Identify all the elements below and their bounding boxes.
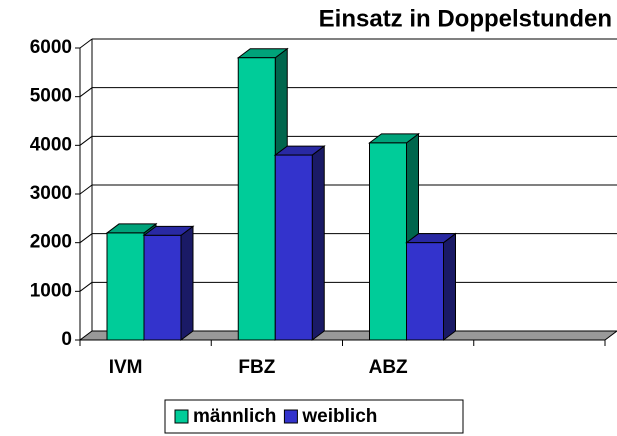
bar-front	[106, 232, 145, 341]
bar-front	[143, 234, 182, 341]
bar-front	[274, 154, 313, 341]
legend-label: männlich	[193, 406, 276, 427]
y-tick-label: 4000	[30, 134, 72, 155]
y-tick-label: 1000	[30, 280, 72, 301]
bar-side	[311, 145, 325, 341]
x-tick-label: IVM	[109, 357, 143, 378]
bar-side	[180, 225, 194, 341]
grid-line	[79, 233, 93, 244]
y-tick-label: 6000	[30, 37, 72, 58]
y-tick-label: 5000	[30, 86, 72, 107]
y-tick-label: 2000	[30, 232, 72, 253]
chart-title: Einsatz in Doppelstunden	[319, 5, 612, 32]
x-tick-label: ABZ	[369, 357, 408, 378]
bar	[273, 145, 326, 341]
grid-line	[79, 281, 93, 292]
legend-label: weiblich	[301, 406, 377, 427]
bar-side	[443, 232, 456, 341]
legend-swatch	[283, 409, 298, 424]
x-tick-label: FBZ	[238, 357, 275, 378]
bar-front	[406, 242, 444, 341]
y-tick-label: 3000	[30, 183, 72, 204]
bar-front	[369, 142, 407, 341]
legend-box	[164, 399, 464, 434]
y-tick-label: 0	[61, 329, 72, 350]
grid-line	[79, 184, 93, 195]
legend-swatch	[174, 409, 189, 424]
grid-line	[79, 87, 93, 98]
grid-line	[79, 135, 93, 146]
bar	[142, 225, 195, 341]
bar-front	[237, 57, 276, 341]
bar	[405, 232, 457, 341]
grid-line	[79, 38, 93, 49]
